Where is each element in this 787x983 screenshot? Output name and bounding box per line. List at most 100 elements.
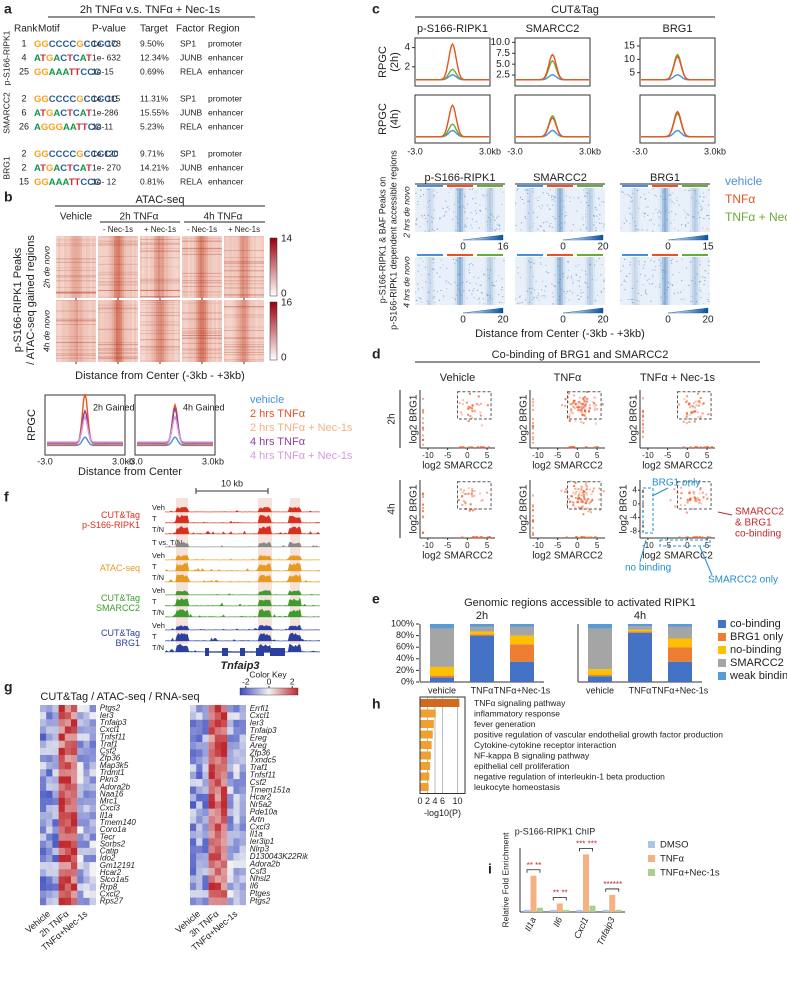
heatmap-strip xyxy=(124,300,126,362)
edge-point xyxy=(421,443,424,446)
signal-track xyxy=(164,597,321,607)
scatter-point xyxy=(699,487,702,490)
heatmap-cell xyxy=(83,890,90,899)
heatmap-noise xyxy=(182,281,222,283)
heatmap-strip xyxy=(565,188,567,232)
heatmap-strip xyxy=(561,188,563,232)
heatmap-noise xyxy=(552,292,554,294)
scatter-point xyxy=(568,419,571,422)
scatter-point xyxy=(696,496,699,499)
heatmap-noise xyxy=(98,289,138,291)
heatmap-noise xyxy=(671,211,673,213)
bar xyxy=(420,772,430,781)
heatmap-strip xyxy=(501,188,503,232)
edge-point xyxy=(531,514,534,517)
heatmap-cell xyxy=(46,790,53,799)
heatmap-strip xyxy=(702,257,704,305)
heatmap-noise xyxy=(683,289,685,291)
heatmap-strip xyxy=(461,188,463,232)
heatmap-strip xyxy=(240,236,242,298)
heatmap-cell xyxy=(239,823,246,832)
scatter-point xyxy=(471,487,474,490)
heatmap-noise xyxy=(501,287,503,289)
heatmap-cell xyxy=(208,727,215,735)
heatmap-strip xyxy=(178,300,180,362)
edge-point xyxy=(573,446,576,449)
heatmap-cell xyxy=(233,853,240,861)
scatter-point xyxy=(587,409,590,412)
heatmap-noise xyxy=(673,227,676,229)
edge-point xyxy=(531,424,534,427)
heatmap-cell xyxy=(83,869,90,877)
heatmap-cell xyxy=(64,712,72,720)
gene-label: Tecr xyxy=(100,832,116,841)
bar-segment xyxy=(668,661,692,682)
heatmap-cell xyxy=(77,747,84,756)
heatmap-strip xyxy=(202,236,204,298)
track-label: T/N xyxy=(152,525,164,534)
bar xyxy=(615,909,622,912)
color-key-title: Color Key xyxy=(249,669,287,679)
heatmap-noise xyxy=(646,279,648,281)
heatmap-noise xyxy=(484,274,486,276)
heatmap-noise xyxy=(671,201,674,203)
heatmap-cell xyxy=(40,790,47,799)
heatmap-noise xyxy=(463,206,465,208)
heatmap-cell xyxy=(202,764,209,772)
plot-frame xyxy=(414,94,491,144)
heatmap-cell xyxy=(190,786,197,795)
heatmap-noise xyxy=(585,195,587,197)
edge-point xyxy=(568,446,571,449)
gene-label: Nr5a2 xyxy=(250,800,272,809)
track-label: T xyxy=(152,597,157,606)
heatmap-noise xyxy=(182,349,222,351)
heatmap-cell xyxy=(214,779,222,787)
heatmap-cell xyxy=(40,712,47,720)
heatmap-strip xyxy=(150,236,152,298)
scatter-point xyxy=(585,397,588,400)
heatmap-noise xyxy=(98,342,138,343)
track-label: T/N xyxy=(152,573,164,582)
heatmap-strip xyxy=(216,300,218,362)
heatmap-cell xyxy=(71,805,78,813)
significance: ****** xyxy=(603,880,622,889)
scatter-point xyxy=(584,502,587,505)
heatmap-noise xyxy=(224,250,264,252)
heatmap-noise xyxy=(708,260,710,262)
scatter-point xyxy=(578,396,581,399)
scatter-point xyxy=(582,493,585,496)
heatmap-strip xyxy=(682,257,684,305)
heatmap-noise xyxy=(533,223,535,225)
edge-point xyxy=(707,446,710,449)
heatmap-noise xyxy=(528,212,530,214)
heatmap-noise xyxy=(662,198,664,200)
heatmap-strip xyxy=(543,257,545,305)
edge-point xyxy=(575,536,578,539)
heatmap-strip xyxy=(672,188,674,232)
scatter-point xyxy=(569,500,572,503)
heatmap-cell xyxy=(196,727,203,735)
heatmap-noise xyxy=(530,292,532,294)
heatmap-noise xyxy=(557,265,559,267)
heatmap-noise xyxy=(470,212,472,214)
gene-label: Map3k5 xyxy=(100,761,129,770)
heatmap-strip xyxy=(451,257,453,305)
heatmap-strip xyxy=(595,188,597,232)
x-tick-label: -10 xyxy=(532,541,544,550)
gene-label: Errfi1 xyxy=(250,704,269,713)
heatmap-cell xyxy=(71,747,78,756)
edge-point xyxy=(474,536,477,539)
heatmap-noise xyxy=(599,204,601,206)
heatmap-noise xyxy=(446,207,448,209)
heatmap-noise xyxy=(140,250,180,252)
row-label: 4h de novo xyxy=(41,310,51,352)
heatmap-strip xyxy=(477,257,479,305)
heatmap-strip xyxy=(140,236,142,298)
edge-point xyxy=(641,423,644,426)
x-tick-label: 3.0kb xyxy=(479,146,501,156)
bar-segment xyxy=(510,635,534,645)
scatter-point xyxy=(471,416,474,419)
heatmap-cell xyxy=(89,869,96,877)
scatter-point xyxy=(572,406,575,409)
heatmap-noise xyxy=(685,267,688,269)
